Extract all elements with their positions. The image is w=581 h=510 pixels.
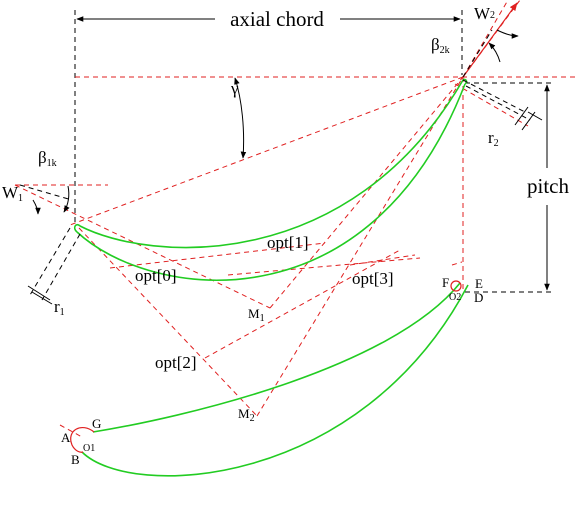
gamma-label: γ: [230, 79, 239, 98]
m1-label: M1: [248, 306, 265, 324]
r1-dimension: [27, 227, 81, 305]
w1-arc: [32, 199, 41, 215]
beta1k-symbol: β: [38, 148, 47, 167]
point-g-label: G: [92, 416, 101, 431]
throat-opt3: [349, 254, 416, 266]
beta2k-arc: [488, 42, 501, 63]
inlet-flow-direction: [14, 184, 271, 309]
o2-center-line: [451, 261, 463, 266]
o1-center-line: [59, 424, 83, 438]
r2-label: r2: [488, 128, 499, 149]
r2-leader-b: [465, 85, 531, 121]
r1-symbol: r: [54, 297, 60, 316]
opt0-label: opt[0]: [135, 266, 177, 285]
leading-edge-to-m2: [78, 227, 258, 417]
w2-arc: [496, 29, 519, 39]
axial-chord-dimension: axial chord: [74, 7, 463, 225]
lower-blade-suction-side: [92, 282, 461, 433]
angle-arcs: [32, 29, 519, 215]
opt3-label: opt[3]: [352, 269, 394, 288]
throat-opt2: [204, 249, 401, 359]
throat-opt0: [109, 242, 326, 269]
outlet-reference-line: [462, 29, 493, 78]
w2-subscript: 2: [490, 10, 495, 21]
pitch-label: pitch: [527, 174, 569, 198]
m2-label: M2: [238, 406, 255, 424]
o2-trailing-edge-circle: [450, 280, 462, 292]
r2-extension: [527, 111, 543, 121]
upper-blade-trailing-edge: [462, 78, 468, 85]
beta2k-label: β2k: [431, 35, 450, 56]
w2-symbol: W: [474, 4, 491, 23]
m2-subscript: 2: [250, 413, 255, 424]
outlet-metal-angle-line: [462, 0, 509, 78]
r1-leader-a: [29, 227, 71, 296]
o1-leading-edge-circle: [70, 427, 95, 453]
w2-label: W2: [474, 4, 495, 23]
w1-subscript: 1: [18, 193, 23, 204]
center-o1-label: O1: [83, 443, 95, 454]
r2-symbol: r: [488, 128, 494, 147]
upper-blade-suction-side: [79, 79, 464, 249]
lower-blade-pressure-side: [81, 284, 469, 477]
m1-symbol: M: [248, 306, 260, 321]
point-e-label: E: [475, 276, 483, 291]
point-a-label: A: [61, 430, 71, 445]
upper-blade-pressure-side: [76, 83, 466, 281]
opt1-label: opt[1]: [267, 233, 309, 252]
r2-offset-line: [454, 83, 529, 127]
beta1k-label: β1k: [38, 148, 57, 169]
beta1k-subscript: 1k: [47, 158, 57, 169]
pitch-dimension: pitch: [465, 82, 569, 293]
r1-label: r1: [54, 297, 65, 318]
r1-leader-b: [41, 233, 81, 301]
m2-to-trailing-edge: [256, 76, 464, 417]
r1-subscript: 1: [60, 307, 65, 318]
r2-leader-a: [462, 79, 526, 113]
r2-dimension: [462, 79, 543, 131]
center-o2-label: O2: [449, 292, 461, 303]
axial-chord-label: axial chord: [230, 7, 324, 31]
upper-blade-leading-edge: [73, 223, 81, 233]
m1-subscript: 1: [260, 313, 265, 324]
blade-profiles: [73, 78, 469, 477]
r2-subscript: 2: [494, 138, 499, 149]
r2-tick-a: [514, 106, 529, 126]
point-d-label: D: [474, 290, 483, 305]
m2-symbol: M: [238, 406, 250, 421]
beta2k-symbol: β: [431, 35, 440, 54]
gamma-arc: [234, 77, 247, 159]
beta1k-arc: [63, 185, 70, 213]
w1-symbol: W: [2, 183, 19, 202]
chord-line: [69, 76, 464, 226]
beta2k-subscript: 2k: [440, 45, 450, 56]
construction-lines: [14, 0, 575, 438]
w2-velocity-vector: [462, 2, 518, 78]
r1-tick-b: [31, 291, 53, 305]
w1-label: W1: [2, 183, 23, 204]
inlet-metal-angle-line: [19, 184, 73, 201]
point-f-label: F: [442, 275, 449, 290]
r1-tick-a: [27, 285, 51, 301]
opt2-label: opt[2]: [155, 353, 197, 372]
point-b-label: B: [71, 452, 80, 467]
